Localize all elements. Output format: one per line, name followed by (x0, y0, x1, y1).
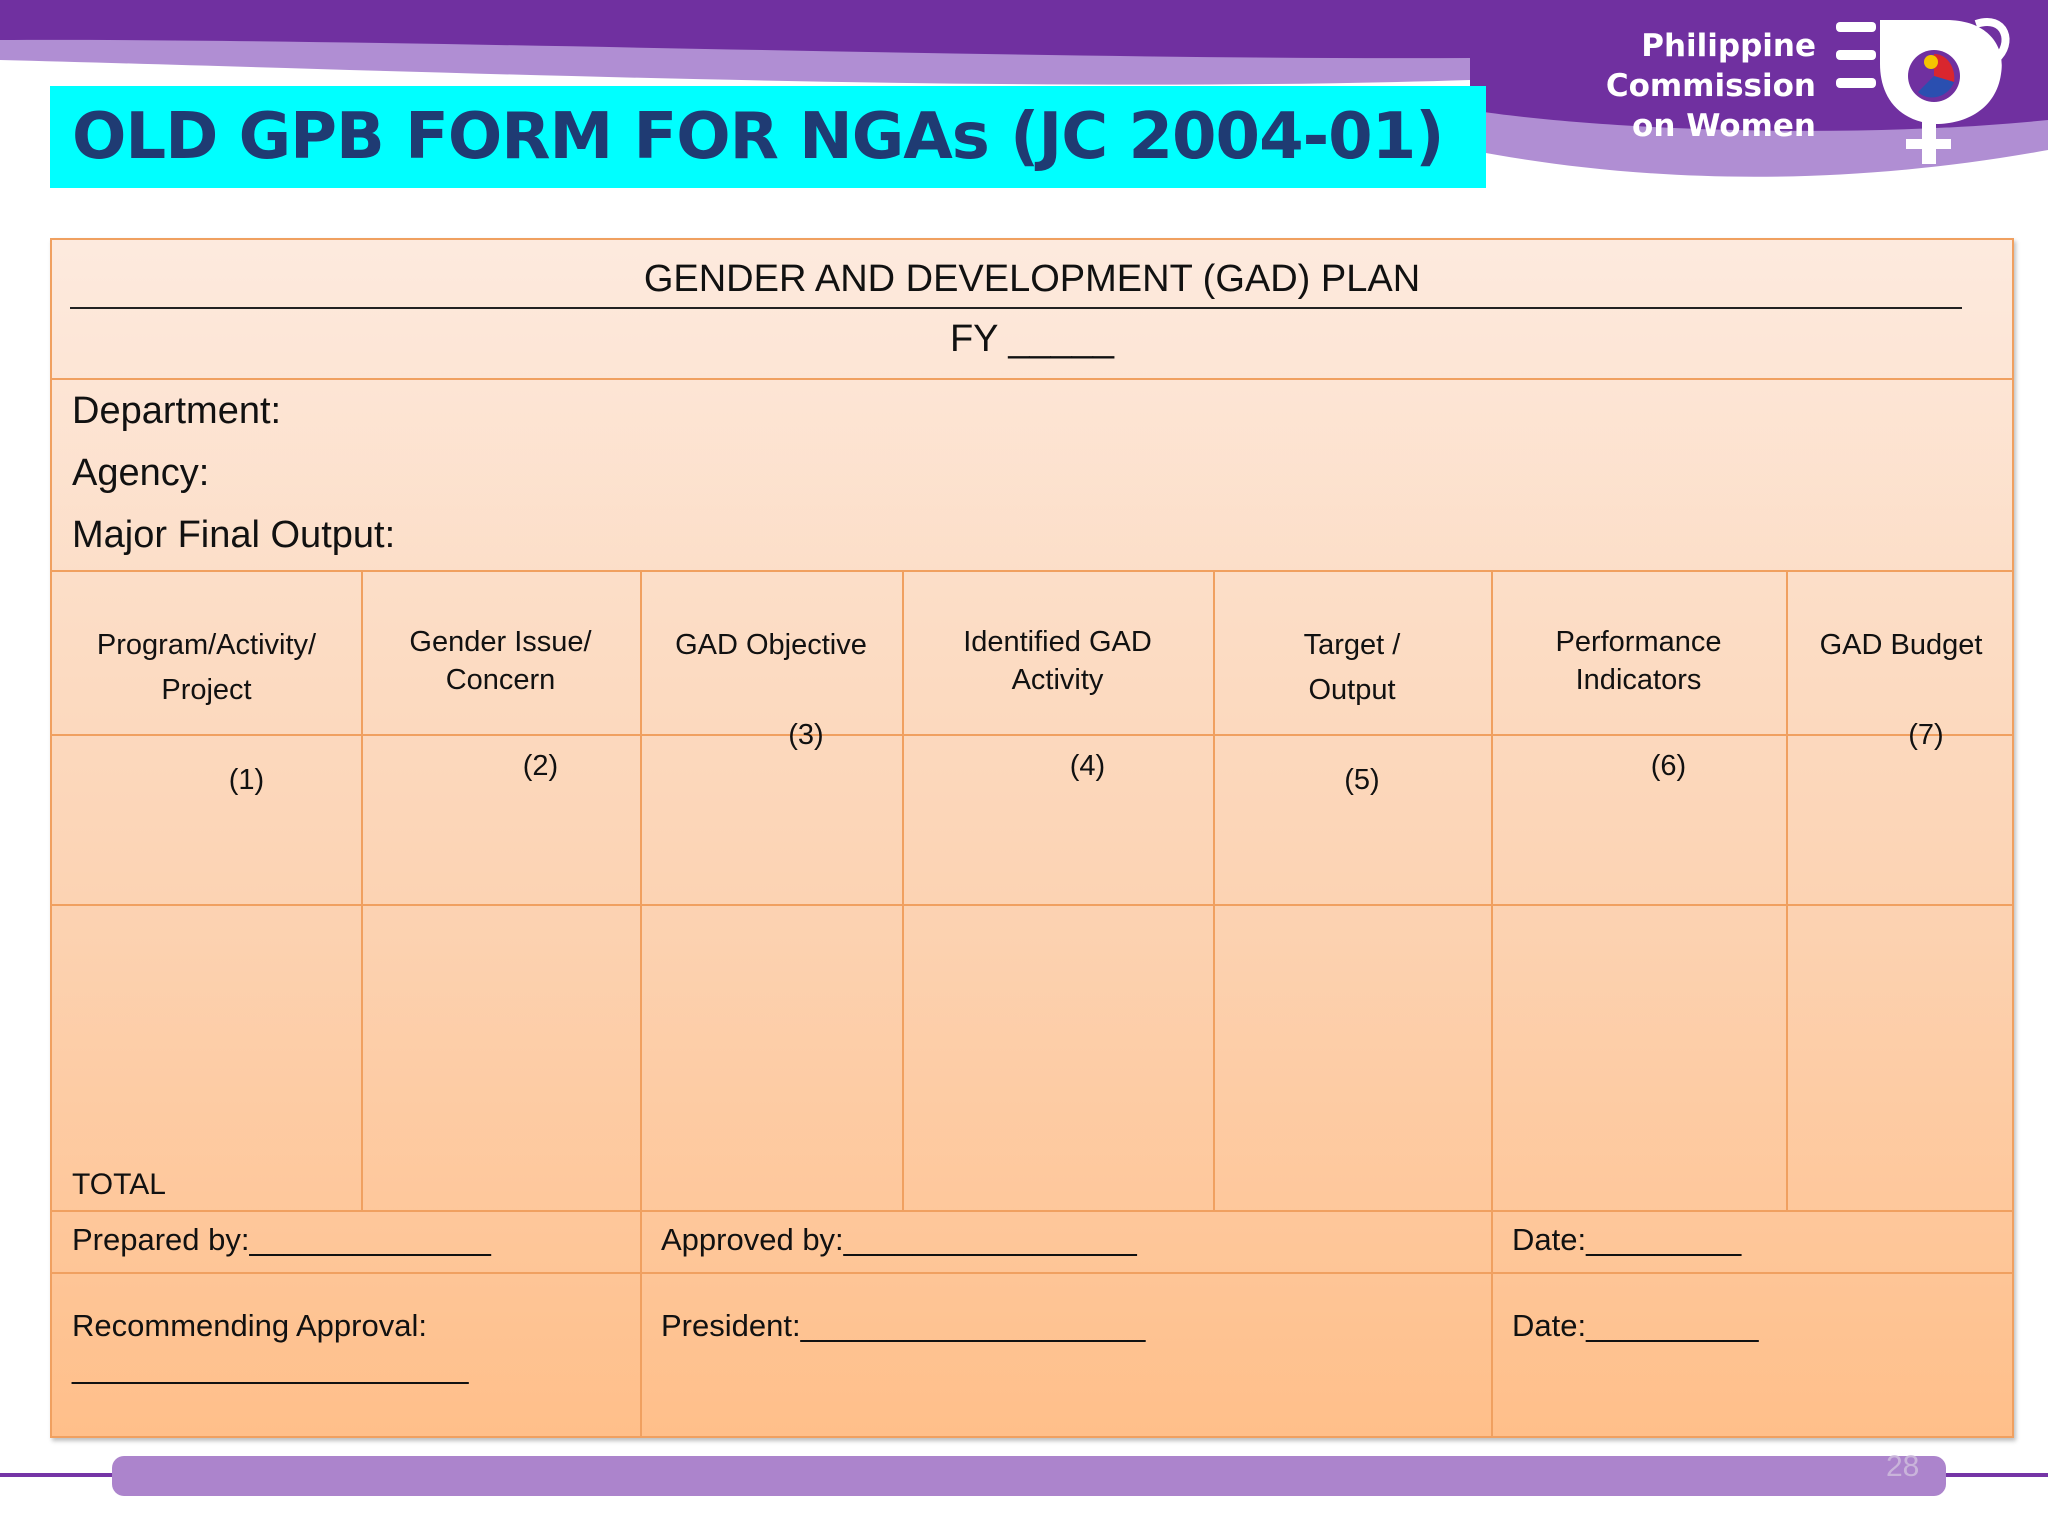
logo-line-1: Philippine (1641, 28, 1816, 64)
column-header-label: Performance Indicators (1555, 626, 1722, 696)
column-number: (3) (788, 719, 824, 751)
column-divider (1491, 1210, 1493, 1436)
column-divider (640, 570, 642, 1210)
recommending-approval-label: Recommending Approval: (72, 1308, 427, 1343)
column-number: (4) (1069, 750, 1106, 782)
column-divider (640, 1210, 642, 1436)
approved-by-field: Approved by:_________________ (661, 1222, 1137, 1257)
column-header-target-output: Target / Output (5) (1213, 578, 1491, 848)
column-header-gad-budget: GAD Budget (7) (1786, 578, 2016, 803)
column-divider (361, 570, 363, 1210)
column-header-label: Identified GAD Activity (963, 626, 1152, 696)
column-header-performance-indicators: Performance Indicators (6) (1491, 578, 1786, 834)
form-header: GENDER AND DEVELOPMENT (GAD) PLAN FY ___… (52, 240, 2012, 380)
column-header-label: GAD Budget (1819, 629, 1983, 661)
logo-line-3: on Women (1632, 108, 1816, 144)
page-number: 28 (1886, 1450, 1920, 1483)
prepared-by-field: Prepared by:______________ (72, 1222, 491, 1257)
pcw-logo-text: Philippine Commission on Women (1606, 26, 1816, 146)
column-number: (5) (1344, 764, 1380, 796)
column-header-gad-activity: Identified GAD Activity (4) (902, 578, 1213, 834)
column-divider (1213, 570, 1215, 1210)
column-number: (6) (1650, 750, 1687, 782)
column-divider (902, 570, 904, 1210)
total-label: TOTAL (72, 1168, 166, 1201)
column-divider (1491, 570, 1493, 1210)
date-field: Date:_________ (1512, 1222, 1742, 1257)
header-banner (0, 0, 2048, 177)
recommending-approval-line: _______________________ (72, 1350, 469, 1385)
department-label: Department: (72, 390, 282, 432)
slide-title-highlight: OLD GPB FORM FOR NGAs (JC 2004-01) (50, 86, 1486, 188)
signature-block: Prepared by:______________ Approved by:_… (52, 1210, 2012, 1436)
row-divider (52, 734, 2012, 736)
plan-title: GENDER AND DEVELOPMENT (GAD) PLAN (643, 258, 1421, 300)
footer-line-right (1940, 1473, 2048, 1477)
column-header-gender-issue: Gender Issue/ Concern (2) (361, 578, 640, 834)
president-field: President:____________________ (661, 1308, 1146, 1343)
agency-info-block: Department: Agency: Major Final Output: (52, 378, 2012, 572)
major-final-output-label: Major Final Output: (72, 514, 396, 556)
column-number: (2) (522, 750, 559, 782)
agency-label: Agency: (72, 452, 210, 494)
fiscal-year-field: FY _____ (949, 318, 1115, 360)
column-header-gad-objective: GAD Objective (3) (640, 578, 902, 803)
pcw-emblem-icon (1836, 18, 2010, 164)
row-divider (52, 1272, 2012, 1274)
column-divider (1786, 570, 1788, 1210)
logo-line-2: Commission (1605, 68, 1816, 104)
column-header-label: GAD Objective (675, 629, 867, 661)
footer-bar (112, 1456, 1946, 1496)
date-field: Date:__________ (1512, 1308, 1759, 1343)
column-number: (1) (228, 764, 265, 796)
column-header-label: Gender Issue/ Concern (409, 626, 592, 696)
row-divider (52, 904, 2012, 906)
footer-line-left (0, 1473, 120, 1477)
row-divider (52, 1210, 2012, 1212)
gad-plan-form: GENDER AND DEVELOPMENT (GAD) PLAN FY ___… (50, 238, 2014, 1438)
column-number: (7) (1908, 719, 1944, 751)
column-header-label: Target / Output (1303, 629, 1401, 706)
title-divider (70, 307, 1962, 309)
slide-title: OLD GPB FORM FOR NGAs (JC 2004-01) (72, 100, 1444, 174)
column-header-label: Program/Activity/ Project (96, 629, 317, 706)
gad-plan-table: Program/Activity/ Project (1) Gender Iss… (52, 570, 2012, 1210)
column-header-program: Program/Activity/ Project (1) (52, 578, 361, 848)
